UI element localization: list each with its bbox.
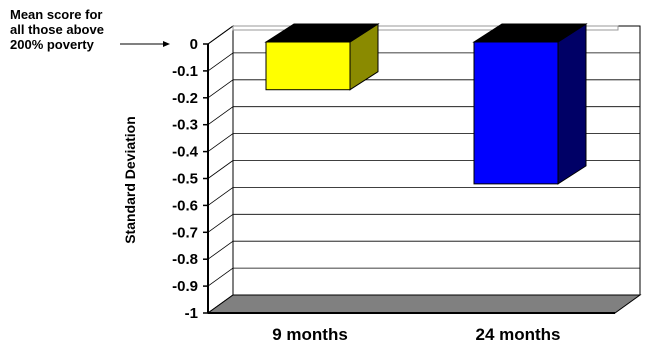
annotation-line-1: Mean score for bbox=[10, 7, 103, 22]
side-gridline bbox=[207, 79, 234, 99]
side-gridline bbox=[207, 240, 234, 260]
side-gridline bbox=[207, 187, 234, 206]
y-tick-label: -0.9 bbox=[172, 278, 198, 295]
annotation-line-3: 200% poverty bbox=[10, 37, 94, 52]
side-gridline bbox=[207, 133, 234, 152]
y-tick-label: -0.7 bbox=[172, 224, 198, 241]
x-tick-label: 9 months bbox=[272, 325, 348, 344]
y-axis-title: Standard Deviation bbox=[122, 116, 138, 244]
bar-side bbox=[557, 23, 587, 185]
y-tick-label: -0.1 bbox=[172, 63, 198, 80]
y-tick-label: -0.4 bbox=[172, 144, 199, 161]
side-gridline bbox=[207, 267, 234, 287]
y-tick-label: -0.5 bbox=[172, 171, 198, 188]
side-gridline bbox=[207, 160, 234, 179]
y-tick-label: -0.6 bbox=[172, 197, 198, 214]
floor bbox=[206, 294, 642, 314]
bar bbox=[473, 41, 559, 185]
x-tick-label: 24 months bbox=[475, 325, 560, 344]
side-gridline bbox=[207, 52, 234, 72]
side-gridline bbox=[207, 213, 234, 233]
bar bbox=[265, 41, 351, 91]
annotation-line-2: all those above bbox=[10, 22, 104, 37]
y-tick-label: 0 bbox=[190, 36, 198, 53]
zero-plane bbox=[232, 25, 619, 31]
y-tick-label: -0.8 bbox=[172, 251, 198, 268]
side-gridline bbox=[207, 25, 234, 45]
side-gridline bbox=[207, 106, 234, 126]
annotation-arrow-head bbox=[163, 41, 170, 47]
y-tick-label: -0.2 bbox=[172, 90, 198, 107]
y-tick-label: -0.3 bbox=[172, 117, 198, 134]
y-tick-label: -1 bbox=[185, 305, 198, 322]
